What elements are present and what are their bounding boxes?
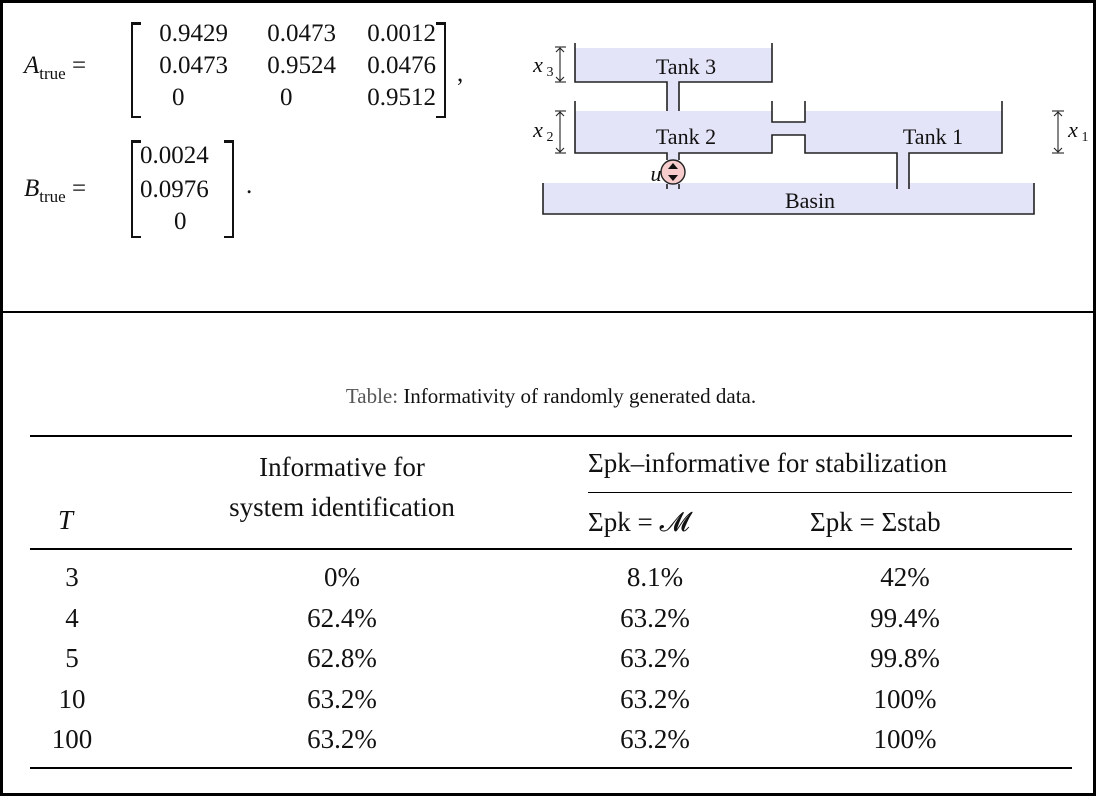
- table-cell: 100%: [873, 724, 937, 754]
- table-caption: Table: Informativity of randomly generat…: [346, 384, 756, 409]
- a-matrix-cell: 0: [172, 84, 185, 111]
- a-matrix-cell: 0: [280, 84, 293, 111]
- tank2-label: Tank 2: [656, 124, 716, 149]
- b-period: .: [246, 172, 253, 199]
- caption-prefix: Table:: [345, 384, 399, 408]
- table-cell: 4: [65, 602, 79, 633]
- header-t: T: [58, 505, 74, 535]
- table-cell: 5: [65, 643, 79, 673]
- caption-text: Informativity of randomly generated data…: [403, 384, 757, 408]
- basin-label: Basin: [785, 188, 835, 213]
- a-matrix-cell: 0.0473: [159, 52, 228, 79]
- top-rule: [30, 435, 1072, 437]
- a-matrix-brackets: [131, 22, 446, 118]
- table-cell: 63.2%: [307, 724, 377, 754]
- equals-sign: =: [71, 175, 87, 202]
- x1-label: x: [1067, 117, 1078, 142]
- a-matrix-cell: 0.0476: [367, 52, 436, 79]
- tank-diagram: Tank 3 Tank 2 Tank 1 Basin u x 3 x 2 x 1: [532, 43, 1089, 215]
- b-matrix-brackets: [131, 140, 234, 238]
- table-cell: 100: [51, 724, 93, 754]
- a-symbol: A: [24, 52, 40, 79]
- tank3-label: Tank 3: [656, 54, 716, 79]
- table-cell: 62.4%: [307, 602, 377, 633]
- x3-subscript: 3: [547, 65, 554, 80]
- table-cell: 3: [65, 562, 79, 592]
- table-cell: 8.1%: [626, 562, 684, 592]
- level-arrows: [555, 46, 1064, 154]
- a-matrix-cell: 0.0473: [267, 20, 336, 47]
- a-subscript: true: [39, 64, 66, 83]
- b-matrix-cell: 0.0024: [140, 142, 209, 169]
- b-symbol: B: [24, 175, 40, 202]
- table-cell: 10: [58, 683, 86, 714]
- equals-sign: =: [71, 52, 87, 79]
- b-matrix-cell: 0.0976: [140, 176, 209, 203]
- pump-icon: [660, 159, 686, 185]
- a-true-label: Atrue =: [24, 52, 86, 84]
- header-sysid-line1: Informative for: [259, 452, 425, 482]
- input-u-label: u: [651, 161, 662, 186]
- panel-divider: [0, 311, 1096, 313]
- table-cell: 63.2%: [620, 683, 690, 714]
- table-cell: 63.2%: [307, 683, 377, 714]
- header-group-stabilization: Σpk–informative for stabilization: [588, 448, 948, 478]
- tank3-walls: [574, 43, 773, 111]
- a-matrix-cell: 0.9524: [267, 52, 336, 79]
- table-cell: 0%: [324, 562, 360, 592]
- header-sigma-m: Σpk = 𝓜: [588, 507, 690, 537]
- b-matrix-cell: 0: [174, 208, 187, 235]
- table-cell: 63.2%: [620, 724, 690, 754]
- table-cell: 62.8%: [307, 643, 377, 673]
- mid-rule: [30, 548, 1072, 550]
- table-cell: 63.2%: [620, 643, 690, 673]
- b-true-label: Btrue =: [24, 175, 86, 207]
- pump-pipe: [666, 184, 680, 189]
- table-cell: 99.4%: [870, 602, 940, 633]
- tank2-tank1-walls: [574, 101, 1003, 189]
- cmid-rule: [588, 492, 1072, 493]
- tank1-label: Tank 1: [903, 124, 963, 149]
- a-matrix-cell: 0.9429: [159, 20, 228, 47]
- table-cell: 99.8%: [870, 643, 940, 673]
- x2-subscript: 2: [547, 130, 554, 145]
- a-matrix-cell: 0.0012: [367, 20, 436, 47]
- x1-subscript: 1: [1082, 130, 1089, 145]
- table-cell: 42%: [880, 562, 930, 592]
- b-subscript: true: [39, 187, 66, 206]
- header-sysid-line2: system identification: [229, 492, 455, 522]
- tank-walls: [542, 43, 1035, 215]
- x2-label: x: [532, 117, 543, 142]
- header-sigma-stab: Σpk = Σstab: [810, 507, 941, 537]
- bottom-rule: [30, 767, 1072, 769]
- table-cell: 63.2%: [620, 602, 690, 633]
- x3-label: x: [532, 52, 543, 77]
- table-cell: 100%: [873, 683, 937, 714]
- basin-walls: [542, 183, 1035, 215]
- a-matrix-cell: 0.9512: [367, 84, 436, 111]
- overflow-pipe: [771, 101, 806, 123]
- a-comma: ,: [457, 60, 464, 87]
